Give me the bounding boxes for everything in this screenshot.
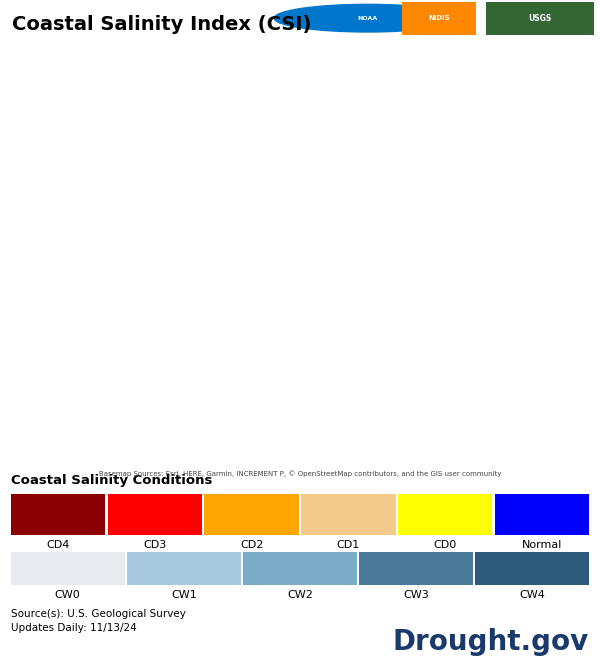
Bar — [205, 494, 299, 535]
Text: CD2: CD2 — [240, 540, 263, 550]
Bar — [127, 552, 241, 585]
Text: CW0: CW0 — [55, 590, 80, 600]
Text: NOAA: NOAA — [358, 16, 378, 20]
Bar — [11, 552, 125, 585]
Bar — [486, 2, 594, 34]
Bar — [11, 494, 105, 535]
Bar — [243, 552, 357, 585]
Bar — [301, 494, 395, 535]
Bar — [495, 494, 589, 535]
Text: Coastal Salinity Index (CSI): Coastal Salinity Index (CSI) — [12, 15, 311, 34]
Circle shape — [274, 5, 461, 32]
Text: Source(s): U.S. Geological Survey
Updates Daily: 11/13/24: Source(s): U.S. Geological Survey Update… — [11, 609, 185, 633]
Text: CD4: CD4 — [46, 540, 70, 550]
Text: CW4: CW4 — [520, 590, 545, 600]
Text: Coastal Salinity Conditions: Coastal Salinity Conditions — [11, 474, 212, 487]
Bar — [398, 494, 493, 535]
Text: CW3: CW3 — [403, 590, 429, 600]
Text: NIDIS: NIDIS — [428, 15, 450, 21]
Text: USGS: USGS — [528, 14, 551, 22]
Bar — [359, 552, 473, 585]
Text: CW2: CW2 — [287, 590, 313, 600]
Text: Drought.gov: Drought.gov — [393, 628, 589, 656]
Bar — [475, 552, 589, 585]
Text: Normal: Normal — [522, 540, 562, 550]
Bar — [402, 2, 476, 34]
Text: CD0: CD0 — [434, 540, 457, 550]
Bar — [107, 494, 202, 535]
Text: CW1: CW1 — [171, 590, 197, 600]
Text: CD1: CD1 — [337, 540, 360, 550]
Text: CD3: CD3 — [143, 540, 166, 550]
Text: Basemap Sources: Esri, HERE, Garmin, INCREMENT P, © OpenStreetMap contributors, : Basemap Sources: Esri, HERE, Garmin, INC… — [99, 471, 501, 477]
